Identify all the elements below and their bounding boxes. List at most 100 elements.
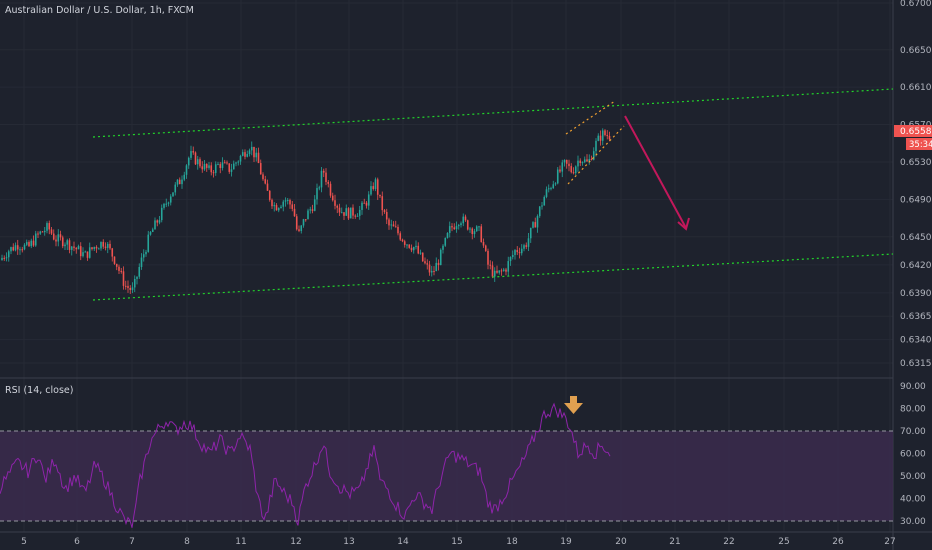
candle-body — [201, 166, 204, 170]
time-axis-tick-label: 20 — [615, 537, 627, 547]
time-axis-tick-label: 7 — [129, 537, 135, 547]
candle-body — [268, 190, 271, 200]
chart-drawings — [92, 88, 894, 414]
candle-body — [3, 257, 6, 259]
candle-body — [374, 179, 377, 189]
candle-body — [392, 224, 395, 227]
candle-body — [437, 262, 440, 266]
candle-body — [601, 130, 604, 141]
candle-body — [118, 266, 120, 271]
candle-body — [401, 239, 404, 242]
time-axis-tick-label: 21 — [669, 537, 680, 547]
candle-body — [111, 248, 114, 257]
candle-body — [84, 251, 87, 253]
candle-body — [205, 163, 208, 168]
down-arrow-icon — [564, 396, 583, 414]
candle-body — [75, 247, 78, 250]
projection-arrowhead-icon — [677, 217, 690, 231]
candle-body — [507, 261, 510, 272]
candle-body — [502, 269, 505, 271]
candle-body — [352, 207, 354, 216]
candle-body — [444, 237, 447, 246]
channel-lower-line — [92, 253, 894, 301]
wedge-lower-line — [567, 125, 625, 185]
candle-body — [210, 165, 213, 173]
candle-body — [538, 206, 541, 217]
candle-body — [345, 208, 348, 216]
candle-body — [41, 231, 44, 233]
candle-body — [1, 257, 3, 261]
channel-upper-line — [92, 88, 894, 138]
candle-body — [559, 169, 561, 172]
candle-body — [295, 216, 298, 230]
candle-body — [82, 252, 84, 257]
candle-body — [163, 203, 165, 208]
candle-body — [331, 195, 334, 201]
candle-body — [428, 264, 431, 273]
candle-body — [253, 146, 255, 158]
candle-body — [595, 140, 597, 152]
candle-body — [563, 159, 566, 163]
candle-body — [316, 188, 318, 200]
candle-body — [462, 216, 465, 224]
candle-body — [147, 234, 150, 252]
down-arrow-shaft — [570, 396, 577, 404]
candle-body — [520, 248, 523, 254]
candle-body — [37, 233, 39, 235]
candle-body — [358, 209, 361, 216]
candle-body — [115, 263, 118, 267]
time-axis-tick-label: 25 — [778, 537, 789, 547]
candle-body — [590, 159, 593, 161]
candle-body — [178, 179, 181, 185]
candle-body — [25, 242, 28, 245]
candle-body — [244, 152, 246, 157]
time-axis-tick-label: 22 — [723, 537, 734, 547]
candle-body — [336, 205, 339, 208]
candle-body — [30, 240, 33, 247]
candle-body — [93, 246, 96, 249]
candle-body — [550, 188, 552, 190]
candle-body — [343, 212, 345, 216]
candle-body — [433, 271, 435, 273]
candle-body — [509, 257, 512, 262]
candle-body — [277, 208, 280, 211]
candle-body — [442, 245, 444, 250]
candle-body — [552, 184, 555, 189]
candle-body — [52, 233, 55, 240]
candle-body — [298, 229, 300, 231]
candle-body — [536, 216, 539, 228]
candle-body — [284, 200, 287, 202]
rsi-line — [0, 402, 611, 528]
candle-body — [361, 202, 363, 210]
candle-body — [493, 270, 496, 277]
candle-body — [496, 270, 498, 273]
candle-body — [419, 252, 422, 254]
candle-body — [365, 202, 368, 206]
candle-body — [86, 251, 89, 258]
candle-body — [106, 243, 109, 248]
candle-body — [354, 215, 357, 217]
candle-body — [66, 240, 69, 245]
candle-body — [160, 207, 163, 221]
candle-body — [14, 245, 17, 251]
candle-body — [169, 196, 172, 203]
rsi-axis: 90.00 80.00 70.00 60.00 50.00 40.00 30.00 — [900, 382, 926, 527]
candle-body — [534, 222, 537, 228]
candle-body — [439, 249, 442, 266]
candle-body — [457, 225, 460, 227]
candle-body — [500, 270, 503, 272]
candle-body — [554, 183, 557, 185]
candle-body — [257, 152, 260, 164]
rsi-indicator-label: RSI (14, close) — [5, 385, 73, 396]
candle-body — [154, 220, 156, 230]
candle-body — [349, 207, 352, 219]
candle-body — [541, 205, 543, 207]
rsi-axis-tick-label: 30.00 — [900, 517, 926, 527]
candle-body — [322, 170, 325, 173]
candle-body — [64, 244, 66, 247]
candle-body — [138, 267, 141, 277]
candle-body — [577, 160, 579, 167]
